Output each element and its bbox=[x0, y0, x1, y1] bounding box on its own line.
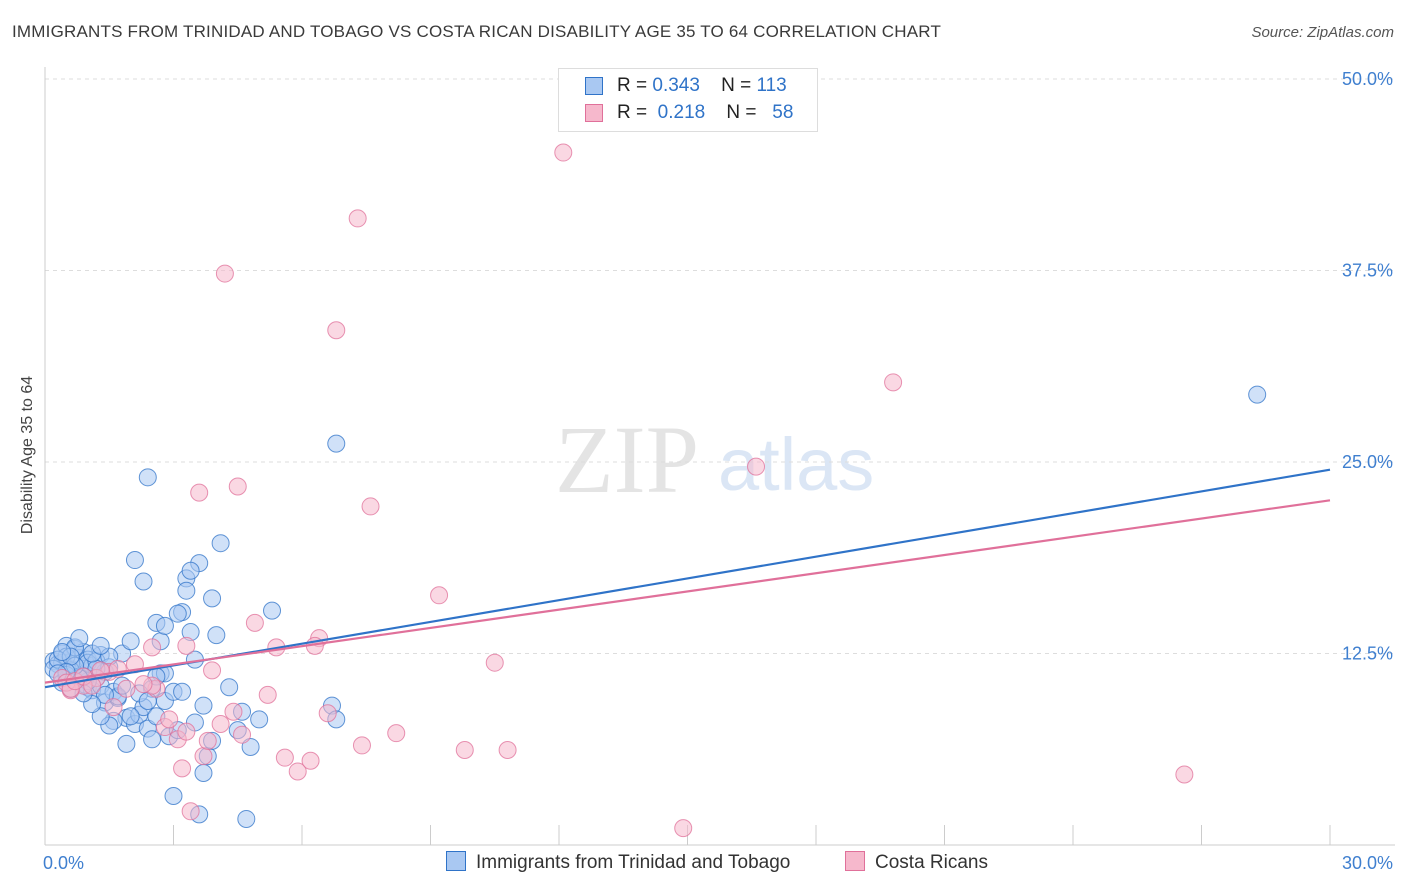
legend-r-value-trinidad: 0.343 bbox=[652, 75, 700, 96]
source-credit: Source: ZipAtlas.com bbox=[1251, 24, 1394, 41]
trinidad-point bbox=[121, 632, 140, 651]
trinidad-point bbox=[194, 763, 213, 782]
trinidad-point bbox=[177, 581, 196, 600]
bottom-legend-costa-rican: Costa Ricans bbox=[845, 851, 988, 874]
trinidad-point bbox=[203, 589, 222, 608]
costa-rican-point bbox=[387, 724, 406, 743]
costa-rican-point bbox=[327, 321, 346, 340]
legend-r-label: R = bbox=[617, 102, 648, 123]
costa-rican-point bbox=[198, 731, 217, 750]
costa-rican-point bbox=[173, 759, 192, 778]
bottom-legend-label-costa-rican: Costa Ricans bbox=[875, 852, 988, 873]
costa-rican-point bbox=[318, 704, 337, 723]
legend-r-value-costa-rican: 0.218 bbox=[657, 102, 706, 123]
legend-swatch-trinidad bbox=[585, 77, 603, 95]
costa-rican-point bbox=[104, 698, 123, 717]
trinidad-point bbox=[1248, 385, 1267, 404]
costa-rican-point bbox=[485, 653, 504, 672]
trinidad-point bbox=[91, 707, 110, 726]
costa-rican-point bbox=[498, 741, 517, 760]
costa-rican-point bbox=[245, 613, 264, 632]
costa-rican-point bbox=[361, 497, 380, 516]
y-tick-label: 12.5% bbox=[1342, 644, 1393, 664]
legend-swatch-costa-rican bbox=[585, 104, 603, 122]
trinidad-point bbox=[125, 551, 144, 570]
bottom-legend-swatch-costa-rican bbox=[845, 851, 865, 871]
watermark-atlas: atlas bbox=[718, 423, 874, 506]
costa-rican-point bbox=[747, 457, 766, 476]
legend-r-label: R = bbox=[617, 75, 648, 96]
trinidad-point bbox=[143, 730, 162, 749]
trinidad-point bbox=[211, 534, 230, 553]
trinidad-point bbox=[155, 616, 174, 635]
costa-rican-point bbox=[288, 762, 307, 781]
trinidad-point bbox=[181, 561, 200, 580]
trinidad-point bbox=[121, 707, 140, 726]
costa-rican-point bbox=[301, 751, 320, 770]
costa-rican-point bbox=[228, 477, 247, 496]
costa-rican-point bbox=[117, 679, 136, 698]
legend-n-label: N = bbox=[721, 75, 752, 96]
trinidad-point bbox=[91, 636, 110, 655]
trinidad-point bbox=[194, 696, 213, 715]
y-tick-label: 25.0% bbox=[1342, 452, 1393, 472]
costa-rican-point bbox=[430, 586, 449, 605]
trinidad-point bbox=[327, 434, 346, 453]
costa-rican-point bbox=[884, 373, 903, 392]
costa-rican-point bbox=[674, 819, 693, 838]
costa-rican-point bbox=[215, 264, 234, 283]
costa-rican-point bbox=[348, 209, 367, 228]
costa-rican-point bbox=[190, 483, 209, 502]
costa-rican-point bbox=[1175, 765, 1194, 784]
costa-rican-trend-line bbox=[44, 499, 1331, 684]
trinidad-point bbox=[250, 710, 269, 729]
trinidad-point bbox=[53, 642, 72, 661]
trinidad-point bbox=[134, 572, 153, 591]
bottom-legend-label-trinidad: Immigrants from Trinidad and Tobago bbox=[476, 852, 791, 873]
bottom-legend-swatch-trinidad bbox=[446, 851, 466, 871]
costa-rican-point bbox=[134, 675, 153, 694]
y-tick-label: 37.5% bbox=[1342, 261, 1393, 281]
bottom-legend-trinidad: Immigrants from Trinidad and Tobago bbox=[446, 851, 790, 874]
costa-rican-point bbox=[233, 725, 252, 744]
trinidad-point bbox=[263, 601, 282, 620]
chart-title: IMMIGRANTS FROM TRINIDAD AND TOBAGO VS C… bbox=[12, 22, 942, 41]
costa-rican-point bbox=[352, 736, 371, 755]
trinidad-point bbox=[117, 734, 136, 753]
legend-n-label: N = bbox=[726, 102, 757, 123]
trinidad-point bbox=[220, 678, 239, 697]
trinidad-point bbox=[95, 685, 114, 704]
costa-rican-point bbox=[160, 710, 179, 729]
costa-rican-point bbox=[224, 702, 243, 721]
costa-rican-point bbox=[143, 638, 162, 657]
costa-rican-point bbox=[258, 685, 277, 704]
legend-n-value-trinidad: 113 bbox=[756, 75, 787, 96]
legend: R = 0.343 N = 113 R = 0.218 N = 58 bbox=[558, 68, 818, 132]
x-tick-label: 30.0% bbox=[1342, 853, 1393, 873]
watermark-zip: ZIP bbox=[555, 406, 699, 513]
trinidad-point bbox=[237, 809, 256, 828]
x-tick-label: 0.0% bbox=[43, 853, 84, 873]
trinidad-point bbox=[168, 604, 187, 623]
trinidad-point bbox=[241, 737, 260, 756]
costa-rican-point bbox=[177, 722, 196, 741]
costa-rican-point bbox=[211, 714, 230, 733]
costa-rican-point bbox=[181, 802, 200, 821]
trinidad-point bbox=[164, 786, 183, 805]
trinidad-trend-line bbox=[44, 468, 1331, 689]
legend-n-value-costa-rican: 58 bbox=[772, 102, 794, 123]
trinidad-point bbox=[138, 468, 157, 487]
costa-rican-point bbox=[177, 636, 196, 655]
costa-rican-point bbox=[554, 143, 573, 162]
costa-rican-point bbox=[83, 676, 102, 695]
costa-rican-point bbox=[194, 747, 213, 766]
costa-rican-point bbox=[455, 741, 474, 760]
trinidad-point bbox=[70, 629, 89, 648]
costa-rican-point bbox=[203, 661, 222, 680]
costa-rican-point bbox=[275, 748, 294, 767]
trinidad-point bbox=[207, 626, 226, 645]
y-tick-label: 50.0% bbox=[1342, 69, 1393, 89]
trinidad-point bbox=[173, 682, 192, 701]
